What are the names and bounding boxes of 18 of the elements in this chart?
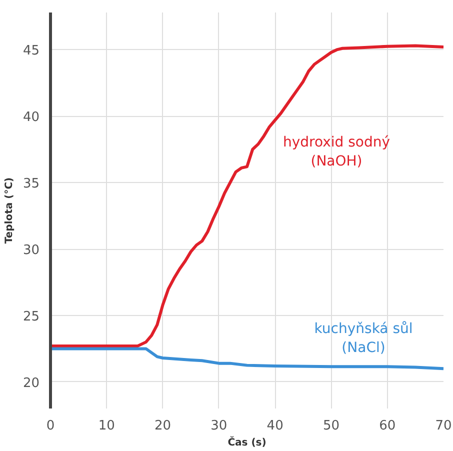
y-tick-label: 45 <box>22 44 40 59</box>
y-axis-title: Teplota (°C) <box>4 177 15 244</box>
y-tick-label: 25 <box>22 309 40 324</box>
y-tick-label: 20 <box>22 376 40 391</box>
x-tick-label: 60 <box>379 418 396 434</box>
x-tick-label: 70 <box>435 418 452 434</box>
y-tick-label: 35 <box>22 176 40 192</box>
x-tick-label: 10 <box>98 418 115 434</box>
y-tick-label: 40 <box>22 110 40 126</box>
x-tick-label: 40 <box>266 418 284 434</box>
x-tick-label: 20 <box>154 418 172 434</box>
series-label: hydroxid sodný (NaOH) <box>282 134 390 170</box>
x-axis-title: Čas (s) <box>228 436 266 448</box>
x-tick-label: 50 <box>322 418 340 434</box>
x-tick-label: 0 <box>46 418 55 434</box>
y-tick-label: 30 <box>22 243 40 258</box>
series-label: kuchyňská sůl (NaCl) <box>314 321 413 356</box>
x-tick-label: 30 <box>210 418 228 434</box>
